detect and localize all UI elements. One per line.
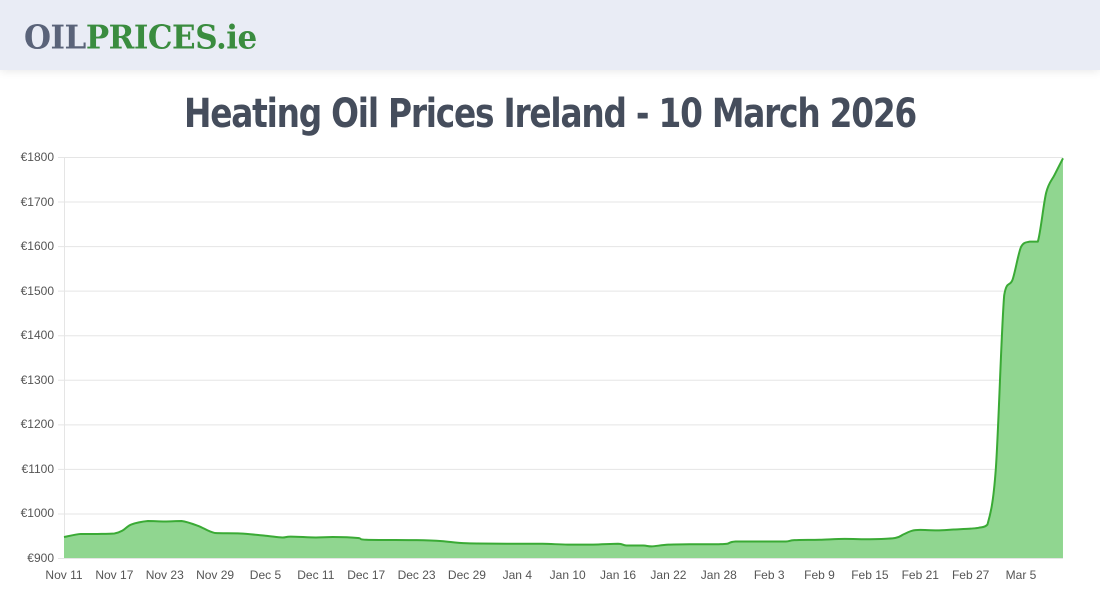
y-axis-tick-label: €1400 [20,328,54,343]
x-axis-tick-label: Feb 15 [851,568,889,582]
chart-plot-area [58,157,1064,559]
page-title: Heating Oil Prices Ireland - 10 March 20… [183,91,917,137]
x-axis-tick-label: Feb 9 [804,568,835,582]
x-axis-tick-label: Jan 22 [650,568,687,582]
x-axis-tick-label: Dec 29 [447,568,486,582]
price-chart[interactable]: €1800 €1700 €1600 €1500 €1400 €1300 €1200 €1100… [0,140,1100,600]
y-axis-tick-label: €900 [27,551,54,565]
y-axis-tick-label: €1000 [20,506,54,521]
x-axis-tick-label: Mar 5 [1005,568,1037,582]
x-axis-tick-label: Feb 21 [901,568,939,582]
x-axis-tick-label: Dec 5 [249,568,282,582]
y-axis-tick-label: €1500 [20,283,54,298]
x-axis-tick-label: Nov 17 [95,568,134,582]
x-axis-tick-label: Nov 23 [145,568,184,582]
x-axis-tick-label: Jan 4 [502,568,532,582]
y-axis-tick-label: €1700 [20,194,54,209]
y-axis-tick-label: €1600 [20,239,54,254]
price-line[interactable] [63,157,1064,548]
y-axis-tick-label: €1300 [20,372,54,387]
x-axis-tick-label: Jan 28 [700,568,737,582]
y-axis-tick-label: €1200 [20,417,54,432]
y-axis-tick-label: €1800 [20,150,54,164]
price-area-fill [64,158,1063,558]
y-axis-tick-label: €1100 [21,461,54,476]
x-axis-tick-label: Nov 11 [45,568,83,582]
x-axis-tick-label: Nov 29 [196,568,235,582]
logo-oil-text: OIL [24,19,86,57]
site-logo[interactable]: OILPRICES.ie [24,17,257,59]
x-axis-tick-label: Dec 11 [297,568,335,582]
x-axis-tick-label: Jan 10 [549,568,586,582]
x-axis-tick-label: Dec 17 [347,568,386,582]
x-axis-tick-label: Feb 3 [753,568,785,582]
logo-prices-text: PRICES.ie [85,19,257,57]
x-axis-tick-label: Dec 23 [397,568,436,582]
site-header: OILPRICES.ie [0,0,1100,70]
x-axis-tick-label: Feb 27 [951,568,990,582]
x-axis-tick-label: Jan 16 [600,568,637,582]
